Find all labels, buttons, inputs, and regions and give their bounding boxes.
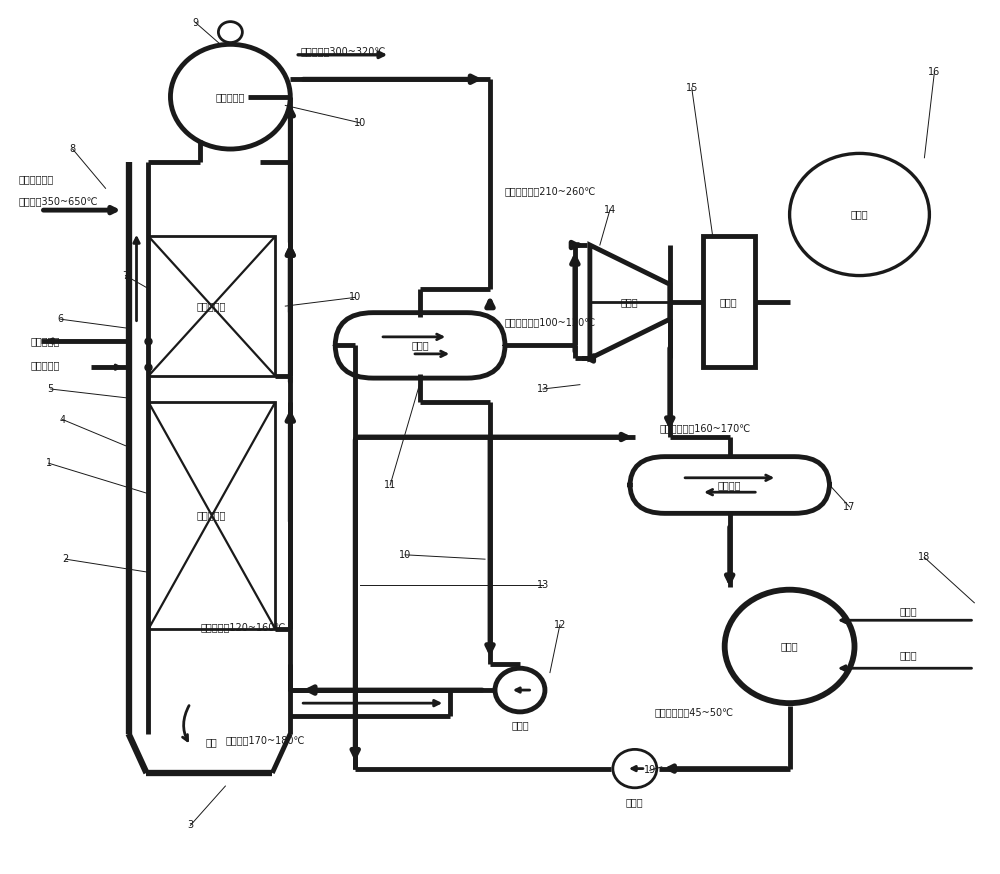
- Text: 12: 12: [554, 620, 566, 629]
- Text: 减速箱: 减速箱: [720, 297, 737, 307]
- Text: 7: 7: [122, 271, 129, 281]
- Text: 循环泵: 循环泵: [511, 720, 529, 730]
- Text: 5: 5: [48, 384, 54, 394]
- Text: 冷凝器: 冷凝器: [781, 642, 798, 651]
- Text: 凝结泵: 凝结泵: [626, 797, 644, 807]
- Bar: [148, 402, 275, 629]
- Text: 发电机: 发电机: [851, 210, 868, 219]
- Text: 循环水: 循环水: [899, 650, 917, 660]
- Text: 导热油温度120~160℃: 导热油温度120~160℃: [200, 622, 286, 632]
- Text: 8: 8: [70, 144, 76, 154]
- Text: 有机介质温度100~120℃: 有机介质温度100~120℃: [505, 316, 596, 327]
- Text: 2: 2: [62, 554, 69, 564]
- Text: 13: 13: [537, 580, 549, 590]
- Text: 气液分离器: 气液分离器: [216, 92, 245, 101]
- Text: 低温换热器: 低温换热器: [197, 510, 226, 521]
- Text: 热交换器: 热交换器: [718, 480, 741, 490]
- Text: 来自熔窑烟气: 来自熔窑烟气: [19, 175, 54, 184]
- Text: 1: 1: [46, 458, 52, 468]
- Text: 11: 11: [384, 480, 396, 490]
- Text: 有机介质温度45~50℃: 有机介质温度45~50℃: [655, 707, 734, 717]
- Text: 18: 18: [918, 552, 931, 563]
- Bar: [703, 236, 755, 367]
- Text: 19: 19: [644, 766, 656, 775]
- Text: 烟气: 烟气: [205, 738, 217, 747]
- Text: 16: 16: [928, 67, 941, 77]
- Text: 13: 13: [537, 384, 549, 394]
- Text: 烟气温度350~650℃: 烟气温度350~650℃: [19, 197, 98, 206]
- Text: 主脱硝系统: 主脱硝系统: [31, 336, 60, 346]
- Text: 17: 17: [843, 502, 856, 512]
- Text: 9: 9: [192, 17, 198, 27]
- Text: 14: 14: [604, 205, 616, 215]
- Text: 10: 10: [349, 293, 361, 302]
- Text: 有机介质温度160~170℃: 有机介质温度160~170℃: [660, 423, 751, 434]
- Text: 脱硝系统回: 脱硝系统回: [31, 360, 60, 371]
- Text: 导热油温度300~320℃: 导热油温度300~320℃: [300, 46, 386, 56]
- Text: 15: 15: [686, 83, 698, 93]
- Text: 6: 6: [58, 314, 64, 324]
- Bar: [148, 236, 275, 376]
- Text: 高温换热器: 高温换热器: [197, 302, 226, 311]
- Text: 3: 3: [187, 821, 193, 830]
- Text: 4: 4: [60, 414, 66, 425]
- Text: 透平机: 透平机: [621, 297, 639, 307]
- Text: 循环水: 循环水: [899, 607, 917, 616]
- Text: 烟气温度170~180℃: 烟气温度170~180℃: [225, 736, 305, 746]
- Text: 有机介质温度210~260℃: 有机介质温度210~260℃: [505, 186, 596, 196]
- Text: 蒸发器: 蒸发器: [411, 340, 429, 350]
- Text: 10: 10: [354, 118, 366, 128]
- Text: 10: 10: [399, 550, 411, 560]
